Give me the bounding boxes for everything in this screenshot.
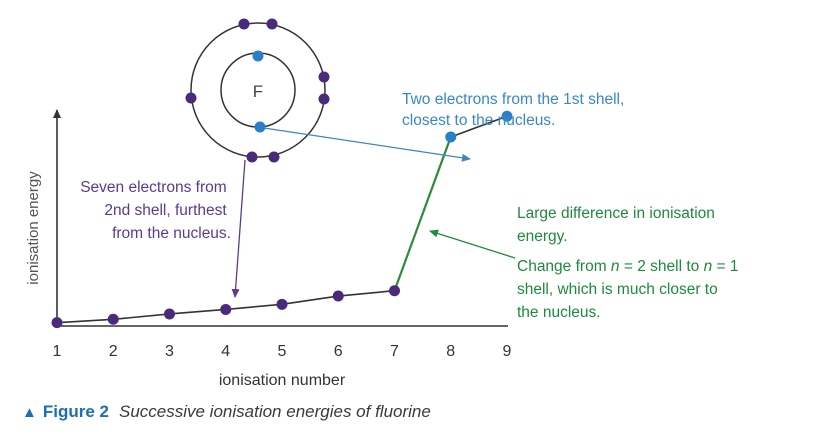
outer-electron [266, 18, 278, 30]
inner-shell-point [445, 131, 457, 143]
jump-line-segment [393, 136, 452, 292]
outer-electron [318, 93, 330, 105]
outer-electron [318, 71, 330, 83]
x-tick-label: 7 [390, 343, 399, 360]
annotation-shell-change: Change from n = 2 shell to n = 1 shell, … [517, 258, 743, 321]
y-axis-label: ionisation energy [25, 171, 42, 285]
outer-shell-point [220, 303, 232, 315]
caption-label: Figure 2 [42, 402, 109, 421]
figure-caption: ▲ Figure 2 Successive ionisation energies … [22, 402, 431, 422]
x-tick-label: 1 [53, 343, 62, 360]
nucleus-symbol: F [253, 82, 263, 101]
line-segment [113, 313, 170, 321]
fluorine-atom-diagram: F [185, 18, 330, 163]
x-tick-labels: 1 2 3 4 5 6 7 8 9 [53, 343, 512, 360]
outer-electron [238, 18, 250, 30]
outer-shell-arrow [231, 159, 246, 298]
outer-electron [246, 151, 258, 163]
outer-shell-point [276, 298, 288, 310]
annotation-outer-shell: Seven electrons from 2nd shell, furthest… [80, 179, 231, 242]
x-tick-label: 4 [221, 343, 230, 360]
line-segment [169, 308, 226, 315]
outer-shell-ring [190, 22, 326, 158]
x-tick-label: 6 [334, 343, 343, 360]
outer-electron [185, 92, 197, 104]
series-points [51, 110, 513, 329]
inner-electron [254, 121, 266, 133]
line-segment [338, 289, 395, 297]
x-tick-label: 8 [446, 343, 455, 360]
caption-triangle-icon: ▲ [22, 404, 37, 421]
outer-shell-point [389, 285, 400, 297]
outer-shell-point [107, 313, 119, 325]
x-tick-label: 2 [109, 343, 118, 360]
line-segment [281, 295, 339, 306]
difference-arrow [429, 229, 516, 259]
outer-shell-point [51, 317, 63, 329]
caption-text: Successive ionisation energies of fluori… [118, 402, 431, 421]
x-tick-label: 9 [503, 343, 512, 360]
outer-shell-point [332, 290, 344, 302]
outer-electron [268, 151, 280, 163]
annotation-large-difference: Large difference in ionisation energy. [517, 205, 719, 245]
inner-electron [252, 50, 264, 62]
series-lines [56, 115, 508, 324]
x-axis-label: ionisation number [219, 372, 346, 389]
line-segment [225, 303, 283, 311]
inner-shell-arrow [263, 127, 471, 162]
x-tick-label: 5 [278, 343, 287, 360]
line-segment [450, 115, 508, 138]
inner-shell-point [501, 110, 513, 122]
outer-shell-point [164, 308, 175, 320]
x-tick-label: 3 [165, 343, 174, 360]
annotation-inner-shell: Two electrons from the 1st shell, closes… [402, 91, 629, 129]
line-segment [56, 318, 114, 324]
